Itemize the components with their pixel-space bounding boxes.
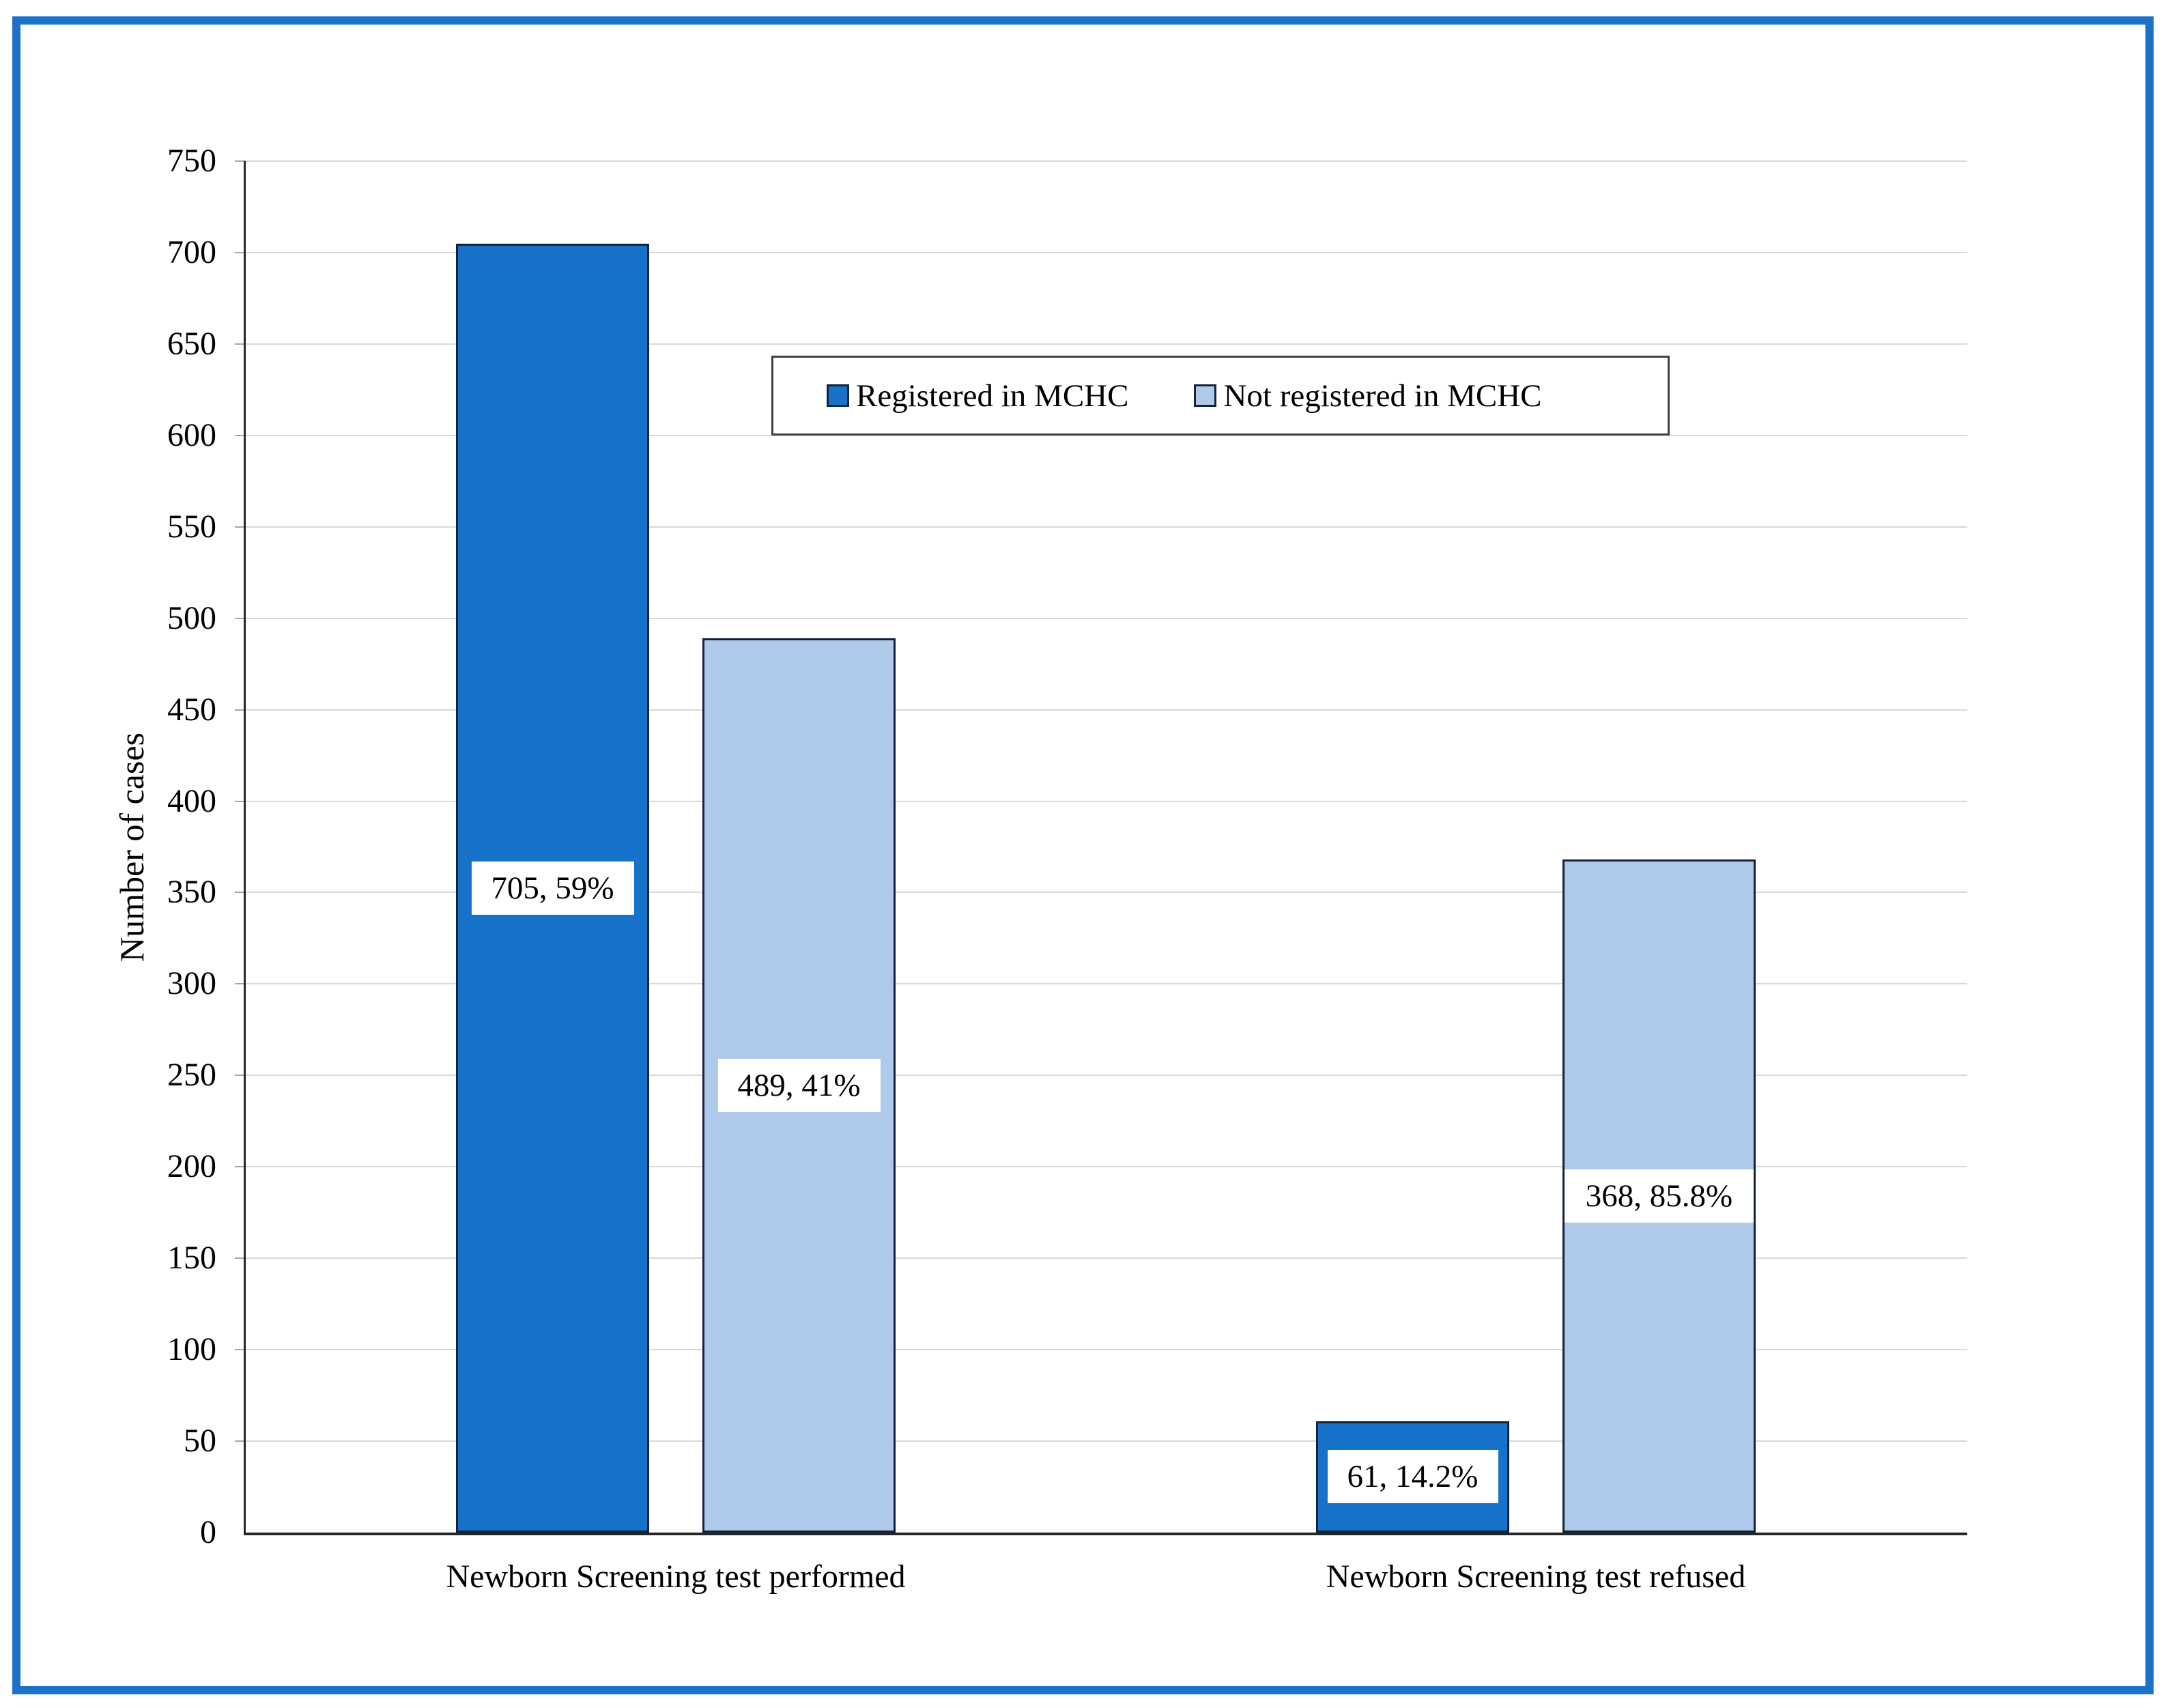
data-label: 705, 59% <box>471 861 634 915</box>
y-tick-label: 300 <box>167 965 216 1002</box>
figure-frame: 0 50 100 150 200 250 300 350 400 450 500 550 600 650 7… <box>12 16 2154 1694</box>
y-axis-tick <box>235 800 246 802</box>
data-label: 368, 85.8% <box>1565 1169 1754 1223</box>
y-tick-label: 700 <box>167 233 216 270</box>
legend-label-not-registered: Not registered in MCHC <box>1223 378 1542 414</box>
gridline <box>246 983 1967 985</box>
gridline <box>246 526 1967 528</box>
gridline <box>246 251 1967 253</box>
y-tick-label: 350 <box>167 874 216 911</box>
y-tick-label: 150 <box>167 1240 216 1277</box>
y-axis-tick <box>235 1257 246 1259</box>
gridline <box>246 1074 1967 1077</box>
gridline <box>246 617 1967 619</box>
category-label-performed: Newborn Screening test performed <box>446 1558 906 1595</box>
y-axis-tick <box>235 434 246 436</box>
legend: Registered in MCHC Not registered in MCH… <box>771 356 1670 436</box>
y-axis-tick <box>235 983 246 985</box>
category-label-refused: Newborn Screening test refused <box>1326 1558 1746 1595</box>
gridline <box>246 1257 1967 1259</box>
gridline <box>246 709 1967 711</box>
legend-entry-not-registered: Not registered in MCHC <box>1194 378 1542 414</box>
y-axis-tick <box>235 709 246 711</box>
data-label: 61, 14.2% <box>1327 1450 1498 1504</box>
y-axis-line <box>244 161 246 1533</box>
y-axis-tick <box>235 251 246 253</box>
y-tick-label: 650 <box>167 325 216 362</box>
y-tick-label: 400 <box>167 782 216 819</box>
y-tick-label: 600 <box>167 416 216 453</box>
gridline <box>246 1440 1967 1442</box>
gridline <box>246 160 1967 162</box>
y-tick-label: 50 <box>184 1423 216 1460</box>
y-tick-label: 100 <box>167 1331 216 1368</box>
y-axis-tick <box>235 892 246 894</box>
x-axis-line <box>244 1533 1967 1535</box>
gridline <box>246 800 1967 802</box>
y-tick-label: 200 <box>167 1148 216 1185</box>
y-axis-tick <box>235 160 246 162</box>
y-axis-tick <box>235 1074 246 1077</box>
y-tick-label: 750 <box>167 143 216 179</box>
legend-swatch-not-registered-icon <box>1194 384 1217 407</box>
y-axis-tick <box>235 1440 246 1442</box>
plot-area: 0 50 100 150 200 250 300 350 400 450 500 550 600 650 7… <box>20 25 2145 1686</box>
gridline <box>246 343 1967 345</box>
gridline <box>246 892 1967 894</box>
y-tick-label: 550 <box>167 508 216 545</box>
data-label: 489, 41% <box>717 1059 881 1113</box>
gridline <box>246 1166 1967 1168</box>
y-axis-tick <box>235 1349 246 1351</box>
legend-swatch-registered-icon <box>827 384 849 407</box>
gridline <box>246 1349 1967 1351</box>
y-axis-tick <box>235 343 246 345</box>
legend-entry-registered: Registered in MCHC <box>827 378 1128 414</box>
y-tick-label: 250 <box>167 1057 216 1094</box>
y-axis-tick <box>235 1166 246 1168</box>
y-tick-label: 450 <box>167 691 216 728</box>
y-tick-label: 500 <box>167 599 216 636</box>
y-axis-tick <box>235 526 246 528</box>
y-tick-label: 0 <box>200 1514 216 1550</box>
y-axis-tick <box>235 617 246 619</box>
y-axis-title: Number of cases <box>113 732 151 962</box>
legend-label-registered: Registered in MCHC <box>856 378 1129 414</box>
